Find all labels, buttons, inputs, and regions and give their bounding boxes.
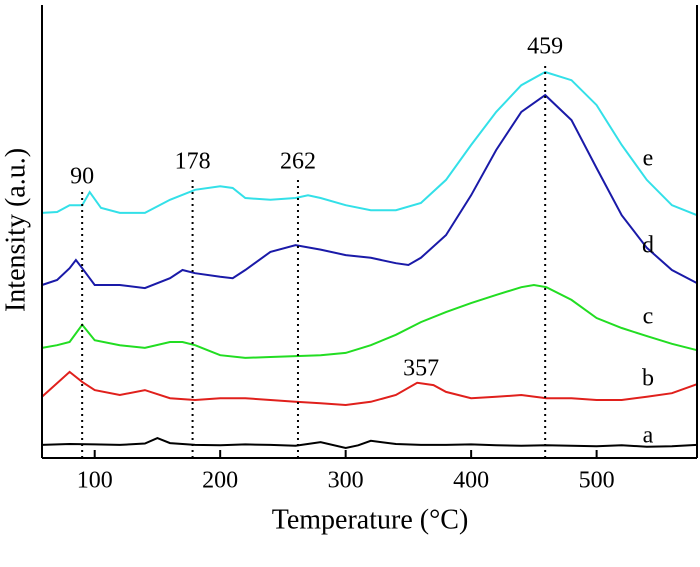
line-series [41, 70, 698, 217]
x-tick-label: 500 [579, 468, 615, 494]
series-label: b [642, 366, 654, 392]
peak-label: 459 [527, 34, 563, 60]
peak-label: 90 [70, 164, 94, 190]
x-tick-label: 400 [453, 468, 489, 494]
line-series [41, 283, 698, 359]
series-label: c [643, 304, 654, 330]
series-label: d [642, 233, 654, 259]
peak-label: 357 [403, 356, 439, 382]
series-label: e [643, 146, 654, 172]
peak-label: 262 [280, 149, 316, 175]
x-tick-label: 300 [328, 468, 364, 494]
line-series [41, 93, 698, 290]
x-axis-label: Temperature (°C) [272, 504, 469, 535]
x-tick-label: 200 [202, 468, 238, 494]
series-label: a [643, 423, 654, 449]
line-series [41, 437, 698, 450]
line-series [41, 370, 698, 407]
y-axis-label: Intensity (a.u.) [0, 148, 31, 312]
x-tick-label: 100 [77, 468, 113, 494]
peak-label: 178 [175, 149, 211, 175]
